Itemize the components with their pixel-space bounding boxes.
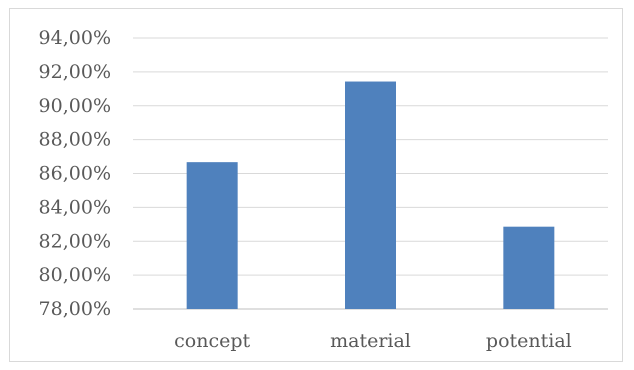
y-tick-label: 86,00% bbox=[39, 163, 111, 185]
bar-concept bbox=[186, 162, 238, 309]
y-tick-label: 78,00% bbox=[39, 298, 111, 320]
x-tick-label-material: material bbox=[330, 330, 411, 352]
y-tick-label: 84,00% bbox=[39, 196, 111, 218]
y-tick-label: 94,00% bbox=[39, 27, 111, 49]
x-tick-label-potential: potential bbox=[486, 330, 572, 352]
x-tick-label-concept: concept bbox=[174, 330, 250, 352]
y-tick-label: 92,00% bbox=[39, 61, 111, 83]
y-tick-label: 90,00% bbox=[39, 95, 111, 117]
y-tick-label: 88,00% bbox=[39, 129, 111, 151]
y-tick-label: 82,00% bbox=[39, 230, 111, 252]
y-tick-label: 80,00% bbox=[39, 264, 111, 286]
bar-potential bbox=[503, 226, 555, 309]
bar-material bbox=[345, 81, 396, 309]
